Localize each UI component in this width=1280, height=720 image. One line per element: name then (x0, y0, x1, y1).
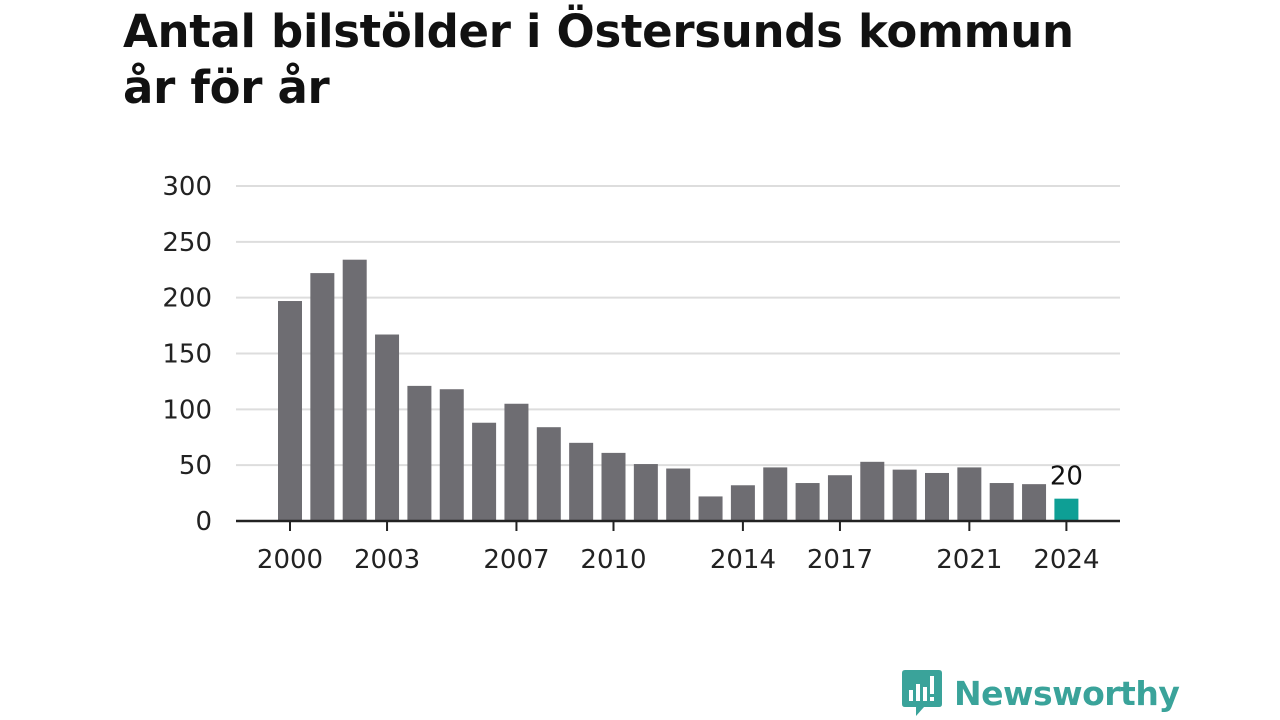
bar-2006 (472, 422, 497, 521)
bar-2001 (310, 273, 335, 521)
brand-name: Newsworthy (954, 673, 1180, 713)
y-tick-label: 150 (162, 340, 212, 370)
bar-2004 (407, 385, 432, 521)
bar-2003 (375, 334, 400, 521)
bar-2020 (925, 472, 949, 521)
bar-2002 (342, 259, 367, 521)
bar-2016 (795, 483, 820, 521)
y-tick-label: 200 (162, 284, 212, 314)
x-tick-label: 2014 (710, 545, 776, 575)
bar-2007 (504, 403, 529, 521)
x-tick-label: 2000 (257, 545, 323, 575)
chart-title: Antal bilstölder i Östersunds kommun år … (123, 4, 1223, 116)
bar-2015 (763, 467, 788, 521)
y-tick-label: 300 (162, 172, 212, 202)
bar-2022 (989, 483, 1014, 521)
bar-2010 (601, 452, 626, 521)
bar-2008 (536, 427, 561, 521)
y-tick-label: 100 (162, 395, 212, 425)
x-tick-label: 2024 (1033, 545, 1099, 575)
x-tick-label: 2003 (354, 545, 420, 575)
bar-2017 (827, 475, 852, 521)
x-tick-label: 2021 (936, 545, 1002, 575)
newsworthy-logo: Newsworthy (902, 670, 1180, 716)
bar-value-label: 20 (1050, 462, 1083, 492)
bar-2005 (439, 389, 464, 521)
x-tick-label: 2007 (483, 545, 549, 575)
bar-2000 (278, 301, 302, 521)
y-tick-label: 0 (195, 507, 212, 537)
bar-2011 (633, 464, 658, 521)
bar-2019 (892, 469, 917, 521)
bar-2023 (1022, 484, 1047, 521)
x-tick-label: 2010 (580, 545, 646, 575)
bar-2018 (860, 461, 885, 521)
bar-2009 (569, 442, 594, 521)
bar-2024 (1054, 498, 1079, 521)
title-line-1: Antal bilstölder i Östersunds kommun (123, 5, 1074, 58)
y-tick-label: 250 (162, 228, 212, 258)
bar-2014 (730, 485, 755, 521)
bar-2012 (666, 468, 691, 521)
newsworthy-logo-icon (902, 670, 942, 716)
bar-2013 (698, 496, 723, 521)
y-tick-label: 50 (179, 451, 212, 481)
x-tick-label: 2017 (807, 545, 873, 575)
bar-chart: 0 50 100 150 200 250 300 20 2000 2003 2007 2010 2014… (162, 172, 1120, 575)
bar-2021 (957, 467, 982, 521)
title-line-2: år för år (123, 61, 330, 114)
